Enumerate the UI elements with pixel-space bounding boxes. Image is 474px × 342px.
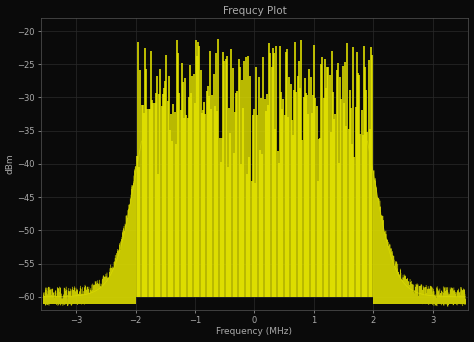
X-axis label: Frequency (MHz): Frequency (MHz) <box>217 327 292 337</box>
Title: Frequcy Plot: Frequcy Plot <box>223 5 286 15</box>
Y-axis label: dBm: dBm <box>6 154 15 174</box>
